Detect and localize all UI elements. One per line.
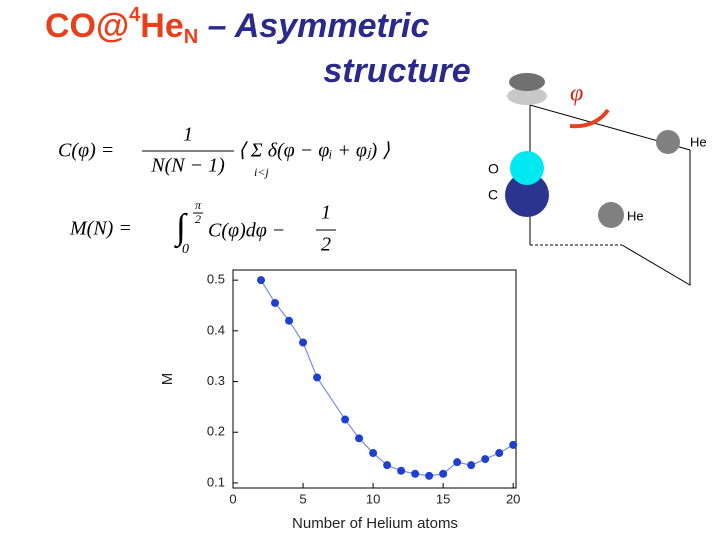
point [383,461,392,470]
point [397,466,406,475]
y-tick-label: 0.1 [207,474,225,489]
point [341,415,350,424]
atom-label: O [488,161,499,177]
point [271,298,280,307]
formula-lhs: C(φ) = [58,140,114,162]
plot: Number of Helium atoms M 0 5 10 15 20 0.1 0.2 0… [159,269,520,532]
point [495,449,504,458]
atom [505,173,549,217]
formula-den: 2 [321,234,331,256]
integral: ∫ [174,206,188,248]
title-part: He [140,7,183,45]
point [509,440,518,449]
x-tick-label: 20 [506,491,520,506]
formula-body: ⟨ Σ δ(φ − φᵢ + φⱼ) ⟩ [238,140,390,162]
formula: M(N) = ∫ π 2 0 C(φ)dφ − 1 2 [69,198,336,257]
molecule-shadow [507,87,547,105]
formula-den: N(N − 1) [150,155,225,177]
atom [598,202,624,228]
point [313,373,322,382]
angle-label: φ [570,81,583,107]
point [355,434,364,443]
point [425,471,434,480]
point [439,469,448,478]
point [369,449,378,458]
x-tick-label: 0 [229,491,236,506]
atom [510,151,544,185]
point [299,338,308,347]
formula-index: i<j [254,165,269,179]
plot-frame [232,269,517,489]
title-part: – Asymmetric [198,7,429,45]
formula-lhs: M(N) = [69,218,132,240]
title-part: N [184,26,198,48]
x-axis-label: Number of Helium atoms [292,515,458,532]
plane-edge [621,150,691,286]
limit: 2 [195,212,201,226]
angle-arc [569,108,610,129]
atom-label: C [488,187,498,203]
title: CO@4HeN – Asymmetric [45,4,429,48]
formula-num: 1 [183,124,193,146]
y-tick-label: 0.3 [207,373,225,388]
limit: 0 [182,242,189,257]
diagram: φ He O C He [488,73,707,286]
point [257,276,266,285]
x-tick-label: 15 [436,491,450,506]
atom-label: He [690,134,707,149]
point [453,458,462,467]
formula-num: 1 [321,202,331,224]
molecule-top [509,73,545,91]
title-part: 4 [129,4,141,26]
title-part: CO@ [45,7,129,45]
point [285,316,294,325]
y-tick-label: 0.4 [207,322,225,337]
y-axis-label: M [159,373,176,386]
title-line2: structure [323,52,470,90]
atom-label: He [627,208,644,223]
y-tick-label: 0.5 [207,272,225,287]
y-tick-label: 0.2 [207,424,225,439]
formula: C(φ) = 1 N(N − 1) ⟨ Σ δ(φ − φᵢ + φⱼ) ⟩ i… [58,124,390,179]
x-tick-label: 5 [299,491,306,506]
point [481,455,490,464]
point [467,461,476,470]
x-tick-label: 10 [366,491,380,506]
limit: π [195,198,202,212]
point [411,469,420,478]
formula-body: C(φ)dφ − [208,220,285,242]
line [260,279,514,477]
atom [656,130,680,154]
